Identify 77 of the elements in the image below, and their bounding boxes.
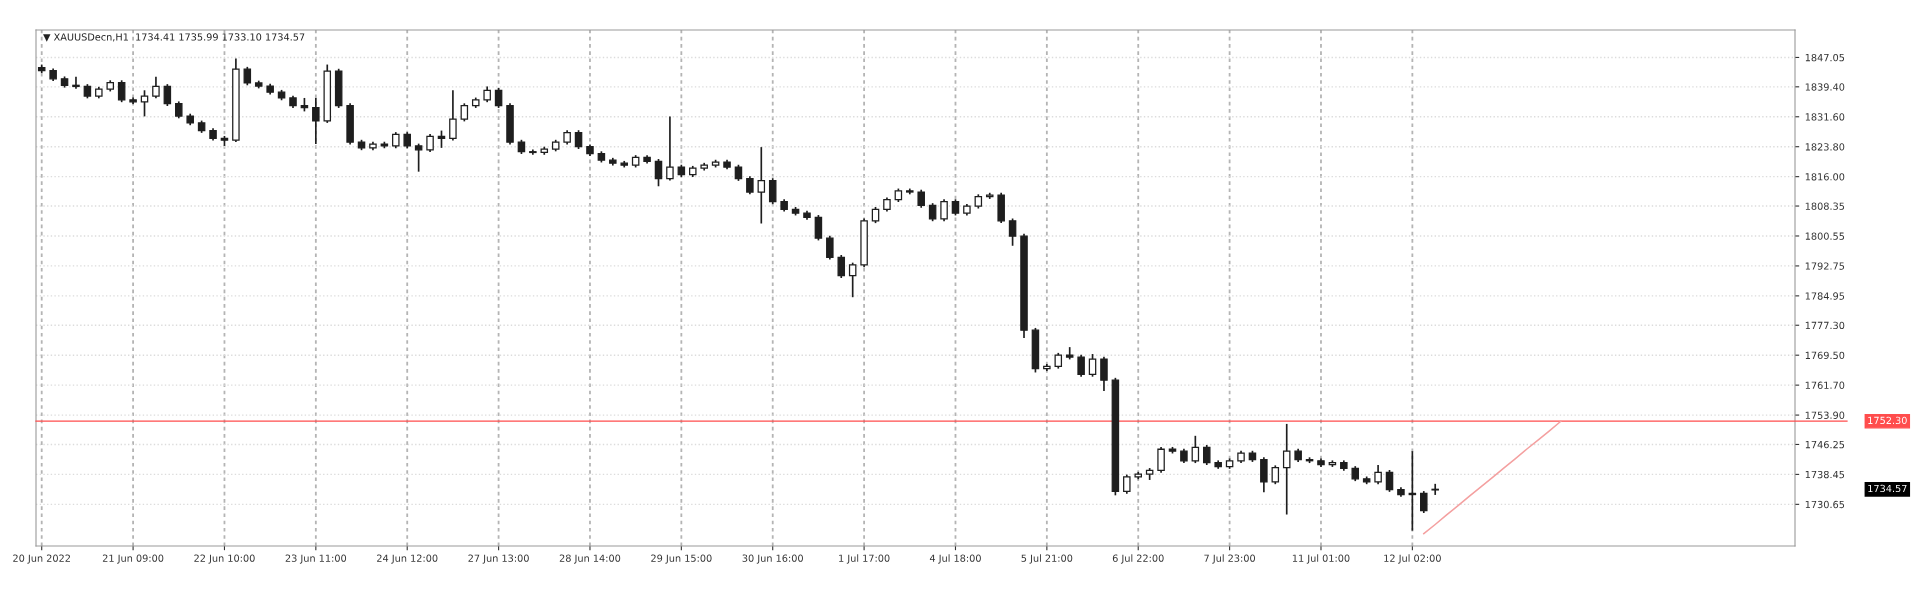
x-tick-label: 1 Jul 17:00 bbox=[839, 554, 890, 564]
candlestick bbox=[1065, 346, 1074, 361]
x-tick-label: 5 Jul 21:00 bbox=[1021, 554, 1073, 564]
y-tick-label: 1847.05 bbox=[1805, 53, 1845, 62]
candlestick bbox=[1008, 217, 1017, 247]
candlestick bbox=[1260, 456, 1268, 494]
candlestick bbox=[117, 79, 126, 104]
candlestick bbox=[654, 158, 663, 188]
x-tick-label: 4 Jul 18:00 bbox=[929, 554, 981, 564]
candlestick bbox=[848, 261, 857, 299]
candlestick bbox=[814, 214, 823, 242]
text: 1734.57 bbox=[1868, 484, 1907, 493]
chart-title: ▼ XAUUSDecn,H1 1734.41 1735.99 1733.10 1734.57 bbox=[43, 33, 305, 42]
candlestick bbox=[837, 254, 846, 279]
candlestick bbox=[1123, 473, 1131, 495]
y-tick-label: 1761.70 bbox=[1805, 381, 1845, 389]
candlestick bbox=[746, 175, 754, 196]
candlestick bbox=[414, 142, 423, 173]
candlestick bbox=[1191, 434, 1200, 464]
y-tick-label: 1816.00 bbox=[1805, 173, 1845, 181]
x-tick-label: 20 Jun 2022 bbox=[13, 554, 70, 564]
x-tick-label: 29 Jun 15:00 bbox=[651, 554, 712, 564]
candlestick bbox=[1374, 464, 1382, 486]
x-tick-label: 21 Jun 09:00 bbox=[102, 554, 164, 564]
candlestick bbox=[243, 66, 252, 87]
y-tick-label: 1753.90 bbox=[1805, 411, 1845, 419]
x-tick-label: 22 Jun 10:00 bbox=[194, 554, 255, 564]
candlestick bbox=[1431, 483, 1439, 496]
y-tick-label: 1777.30 bbox=[1805, 321, 1845, 330]
ref-line-label: 1752.30 bbox=[1868, 416, 1907, 425]
x-tick-label: 28 Jun 14:00 bbox=[559, 554, 621, 564]
y-tick-label: 1808.35 bbox=[1805, 202, 1845, 210]
candlestick bbox=[163, 83, 172, 107]
candlestick bbox=[426, 133, 434, 153]
candlestick bbox=[768, 177, 777, 205]
y-tick-label: 1792.75 bbox=[1805, 262, 1845, 270]
candlestick bbox=[1088, 353, 1097, 378]
y-tick-label: 1746.25 bbox=[1805, 440, 1845, 449]
candlestick bbox=[757, 146, 766, 225]
y-tick-label: 1730.65 bbox=[1805, 500, 1845, 509]
x-tick-label: 12 Jul 02:00 bbox=[1384, 554, 1441, 564]
y-tick-label: 1831.60 bbox=[1805, 113, 1845, 121]
candlestick bbox=[72, 76, 80, 90]
candlestick bbox=[1100, 355, 1108, 392]
candlestick bbox=[1271, 464, 1280, 486]
x-tick-label: 11 Jul 01:00 bbox=[1292, 554, 1350, 564]
candlestick bbox=[1282, 423, 1291, 516]
y-tick-label: 1738.45 bbox=[1805, 470, 1845, 479]
y-tick-label: 1784.95 bbox=[1805, 292, 1845, 300]
candlestick bbox=[1157, 446, 1165, 474]
x-tick-label: 7 Jul 23:00 bbox=[1204, 554, 1256, 564]
candlestick bbox=[460, 102, 469, 123]
candlestick bbox=[1420, 490, 1428, 514]
x-tick-label: 27 Jun 13:00 bbox=[468, 554, 529, 564]
candlestick bbox=[666, 115, 674, 182]
line-series bbox=[1423, 420, 1562, 535]
candlestick bbox=[449, 89, 457, 142]
x-tick-label: 23 Jun 11:00 bbox=[285, 554, 347, 564]
candlestick bbox=[1385, 469, 1394, 493]
candlestick bbox=[140, 89, 149, 118]
y-tick-label: 1800.55 bbox=[1805, 232, 1845, 240]
candlestick bbox=[574, 129, 583, 150]
candlestick bbox=[940, 198, 948, 223]
y-tick-label: 1823.80 bbox=[1805, 143, 1845, 151]
y-tick-label: 1839.40 bbox=[1805, 83, 1845, 91]
y-tick-label: 1769.50 bbox=[1805, 351, 1845, 360]
x-tick-label: 24 Jun 12:00 bbox=[377, 554, 438, 564]
candlestick bbox=[1077, 353, 1085, 378]
candlestick bbox=[928, 202, 937, 223]
x-tick-label: 6 Jul 22:00 bbox=[1112, 554, 1164, 564]
candlestick bbox=[826, 234, 834, 261]
candlestick bbox=[152, 76, 160, 100]
candlestick bbox=[1202, 444, 1211, 466]
candlestick bbox=[494, 87, 503, 109]
candlestick bbox=[312, 97, 320, 145]
x-tick-label: 30 Jun 16:00 bbox=[742, 554, 803, 564]
candlestick bbox=[917, 188, 925, 209]
